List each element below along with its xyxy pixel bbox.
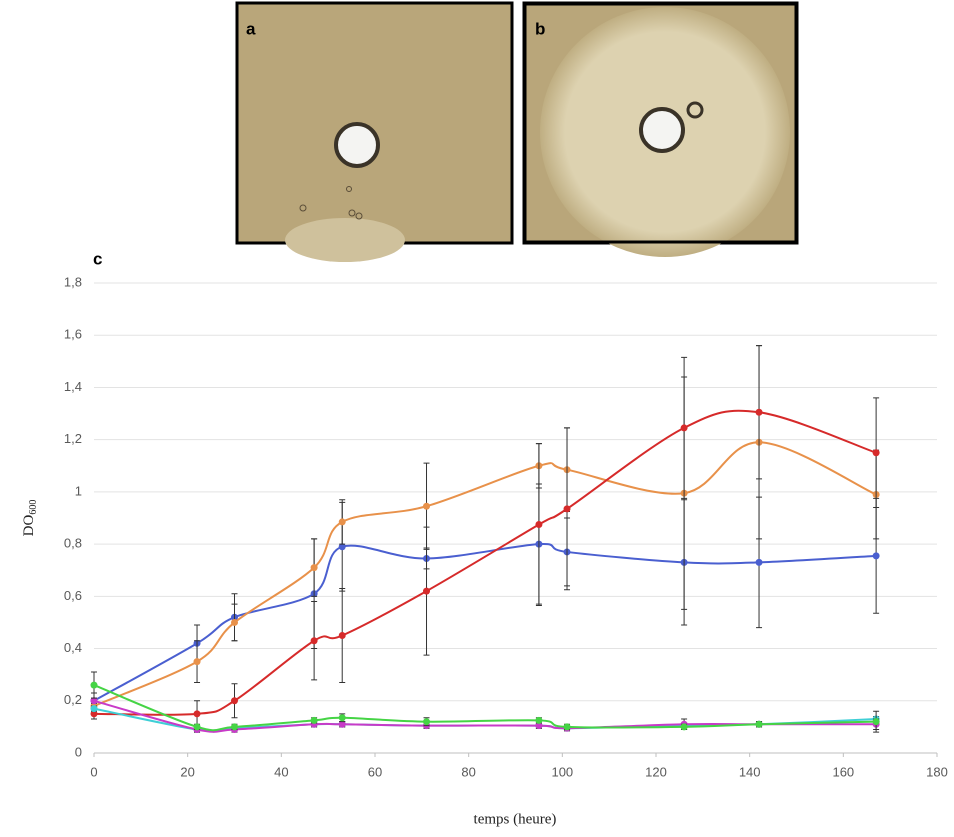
data-point [338,518,346,526]
y-tick-label: 0 [75,744,82,759]
data-point [231,697,238,705]
data-point [231,723,238,731]
data-point [680,424,688,432]
data-point [310,637,318,645]
data-point [563,723,571,731]
panel-label: a [246,19,256,38]
data-point [90,697,98,705]
y-tick-label: 0,2 [64,692,82,707]
y-tick-label: 1,2 [64,431,82,446]
data-point [90,705,98,713]
y-axis-label-text: DO [21,515,37,537]
data-point [872,718,880,726]
y-axis-label-subscript: 600 [28,500,39,515]
data-point [755,408,763,416]
data-point [755,720,763,728]
y-tick-label: 1,4 [64,379,82,394]
data-point [310,716,318,724]
data-point [338,714,346,722]
series-line [93,542,877,702]
y-tick-label: 0,8 [64,536,82,551]
data-point [535,716,543,724]
data-point [231,618,238,626]
x-tick-label: 120 [645,764,667,779]
data-point [872,552,880,560]
x-tick-label: 180 [926,764,948,779]
x-tick-label: 140 [739,764,761,779]
y-tick-label: 1,6 [64,327,82,342]
y-tick-label: 0,6 [64,588,82,603]
data-point [90,681,98,689]
series-line [93,409,877,716]
y-tick-label: 0,4 [64,640,82,655]
photo-a: a [235,1,514,262]
y-tick-label: 1,8 [64,274,82,289]
x-tick-label: 160 [832,764,854,779]
data-point [193,710,201,718]
x-tick-label: 80 [461,764,475,779]
data-point [90,710,98,718]
photo-b: b [522,1,799,257]
x-tick-label: 60 [368,764,382,779]
x-axis-label: temps (heure) [474,811,557,827]
data-point [563,505,571,513]
data-point [535,722,543,730]
data-point [193,658,201,666]
data-point [193,723,201,731]
data-point [338,720,346,728]
data-point [423,587,431,595]
panel-label: c [93,249,102,268]
data-point [423,502,431,510]
data-point [338,632,346,639]
panel-label: b [535,19,545,38]
data-point [535,521,543,529]
y-tick-label: 1 [75,483,82,498]
x-tick-label: 40 [274,764,288,779]
y-axis-label: DO600 [21,500,39,537]
series-line [93,699,877,733]
x-tick-label: 100 [551,764,573,779]
data-point [338,543,346,551]
series-line [93,684,877,732]
data-point [310,564,318,572]
data-point [423,718,431,726]
data-point [872,449,880,457]
data-point [755,558,763,566]
x-tick-label: 0 [90,764,97,779]
x-tick-label: 20 [180,764,194,779]
series-line [93,441,877,707]
data-point [680,723,688,731]
